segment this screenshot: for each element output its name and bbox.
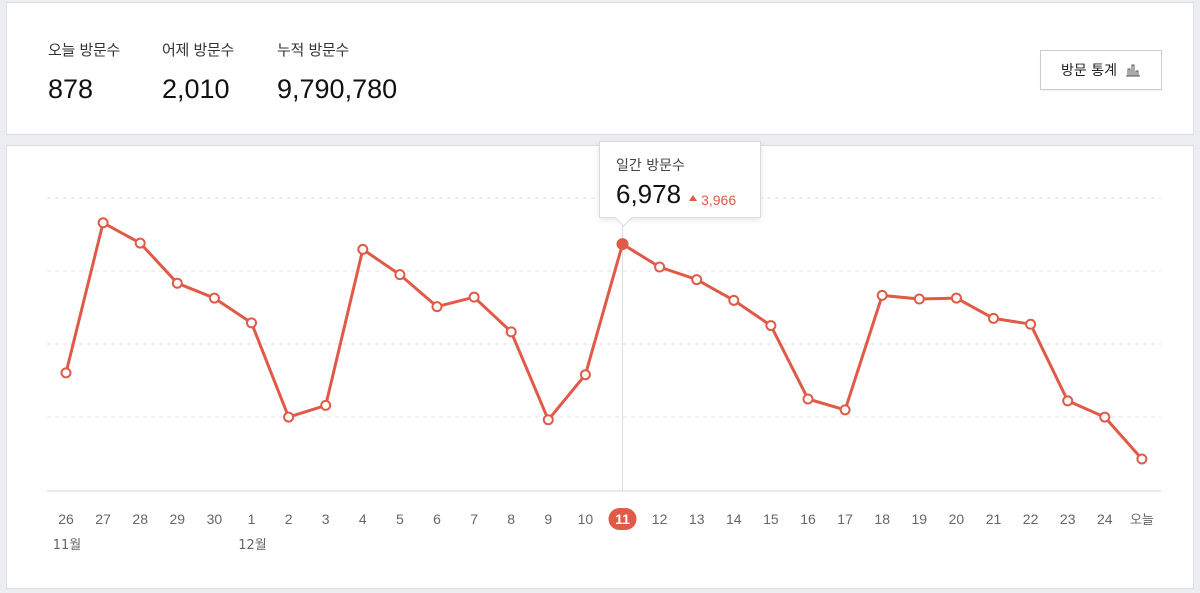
- x-tick-label[interactable]: 20: [949, 511, 965, 527]
- bar-chart-icon: [1125, 63, 1141, 77]
- x-tick-label[interactable]: 22: [1023, 511, 1039, 527]
- x-tick-label[interactable]: 5: [396, 511, 404, 527]
- stat-total-label: 누적 방문수: [277, 41, 349, 59]
- data-point[interactable]: [1025, 318, 1037, 330]
- data-point[interactable]: [505, 326, 517, 338]
- x-tick-label[interactable]: 9: [544, 511, 552, 527]
- x-tick-label[interactable]: 24: [1097, 511, 1113, 527]
- tooltip-delta: 3,966: [689, 192, 736, 208]
- data-point[interactable]: [542, 414, 554, 426]
- triangle-up-icon: [689, 195, 698, 201]
- data-point[interactable]: [876, 289, 888, 301]
- x-tick-label[interactable]: 23: [1060, 511, 1076, 527]
- data-point[interactable]: [431, 301, 443, 313]
- stat-yesterday-label: 어제 방문수: [162, 41, 234, 59]
- data-point[interactable]: [357, 243, 369, 255]
- stat-today: 오늘 방문수 878: [48, 39, 120, 105]
- x-tick-label[interactable]: 21: [986, 511, 1002, 527]
- data-point[interactable]: [579, 369, 591, 381]
- x-tick-label[interactable]: 30: [207, 511, 223, 527]
- tooltip-row: 6,978 3,966: [616, 179, 760, 210]
- data-point[interactable]: [320, 399, 332, 411]
- x-tick-label[interactable]: 2: [285, 511, 293, 527]
- chart-tooltip: 일간 방문수 6,978 3,966: [599, 141, 761, 218]
- stat-total-value: 9,790,780: [277, 74, 398, 104]
- x-tick-label[interactable]: 10: [578, 511, 594, 527]
- data-point[interactable]: [913, 293, 925, 305]
- x-tick-label[interactable]: 15: [763, 511, 779, 527]
- data-point[interactable]: [654, 261, 666, 273]
- month-label: 11월: [53, 538, 82, 553]
- data-point[interactable]: [60, 367, 72, 379]
- stat-today-label: 오늘 방문수: [48, 41, 120, 59]
- visit-stats-button-label: 방문 통계: [1061, 63, 1117, 79]
- month-label: 12월: [238, 538, 267, 553]
- x-tick-label[interactable]: 17: [837, 511, 853, 527]
- tooltip-value: 6,978: [616, 179, 682, 209]
- x-tick-label[interactable]: 4: [359, 511, 367, 527]
- data-point[interactable]: [134, 237, 146, 249]
- visit-stats-button[interactable]: 방문 통계: [1040, 50, 1162, 90]
- chart-canvas: 26 27 28 29 30 1 2 3 4 5 6 7 8 9 10 11 12 13 14 15 16 17 18 19 2…: [47, 197, 1161, 553]
- stat-today-value: 878: [48, 74, 94, 104]
- data-point[interactable]: [950, 292, 962, 304]
- data-point[interactable]: [283, 411, 295, 423]
- x-tick-label[interactable]: 12: [652, 511, 668, 527]
- x-tick-label[interactable]: 8: [507, 511, 515, 527]
- stat-yesterday: 어제 방문수 2,010: [162, 39, 234, 105]
- daily-visits-chart: 26 27 28 29 30 1 2 3 4 5 6 7 8 9 10 11 12 13 14 15 16 17 18 19 2…: [6, 141, 1194, 589]
- data-point-selected[interactable]: [616, 238, 629, 251]
- stat-yesterday-value: 2,010: [162, 74, 230, 104]
- data-point[interactable]: [988, 312, 999, 324]
- data-point[interactable]: [171, 277, 183, 289]
- tooltip-delta-value: 3,966: [701, 192, 737, 208]
- data-point[interactable]: [765, 320, 777, 332]
- x-tick-label[interactable]: 19: [912, 511, 928, 527]
- data-point[interactable]: [1136, 453, 1148, 465]
- data-point[interactable]: [468, 291, 480, 303]
- x-tick-label[interactable]: 14: [726, 511, 742, 527]
- selected-tick-badge: [608, 508, 637, 530]
- series-line: [64, 221, 1144, 460]
- x-tick-label[interactable]: 오늘: [1130, 512, 1154, 527]
- stats-panel: 오늘 방문수 878 어제 방문수 2,010 누적 방문수 9,790,780…: [6, 2, 1194, 135]
- data-point[interactable]: [1099, 411, 1111, 423]
- x-tick-label[interactable]: 27: [95, 511, 111, 527]
- x-tick-label[interactable]: 7: [470, 511, 478, 527]
- x-tick-label[interactable]: 29: [170, 511, 186, 527]
- data-point[interactable]: [728, 294, 740, 306]
- stat-total: 누적 방문수 9,790,780: [277, 39, 397, 105]
- x-tick-label[interactable]: 1: [248, 511, 256, 527]
- x-tick-label[interactable]: 16: [800, 511, 816, 527]
- x-tick-label[interactable]: 26: [58, 511, 74, 527]
- data-point[interactable]: [691, 274, 703, 286]
- x-tick-label[interactable]: 3: [322, 511, 330, 527]
- data-point[interactable]: [208, 292, 220, 304]
- x-tick-label[interactable]: 18: [874, 511, 890, 527]
- data-point[interactable]: [394, 269, 406, 281]
- x-tick-label-selected[interactable]: 11: [615, 511, 630, 527]
- x-tick-label[interactable]: 6: [433, 511, 441, 527]
- x-tick-label[interactable]: 13: [689, 511, 705, 527]
- tooltip-label: 일간 방문수: [616, 158, 685, 174]
- data-point[interactable]: [839, 404, 851, 416]
- x-tick-label[interactable]: 28: [132, 511, 148, 527]
- data-point[interactable]: [246, 317, 257, 329]
- data-point[interactable]: [97, 217, 109, 229]
- data-point[interactable]: [1062, 395, 1074, 407]
- data-point[interactable]: [802, 393, 814, 405]
